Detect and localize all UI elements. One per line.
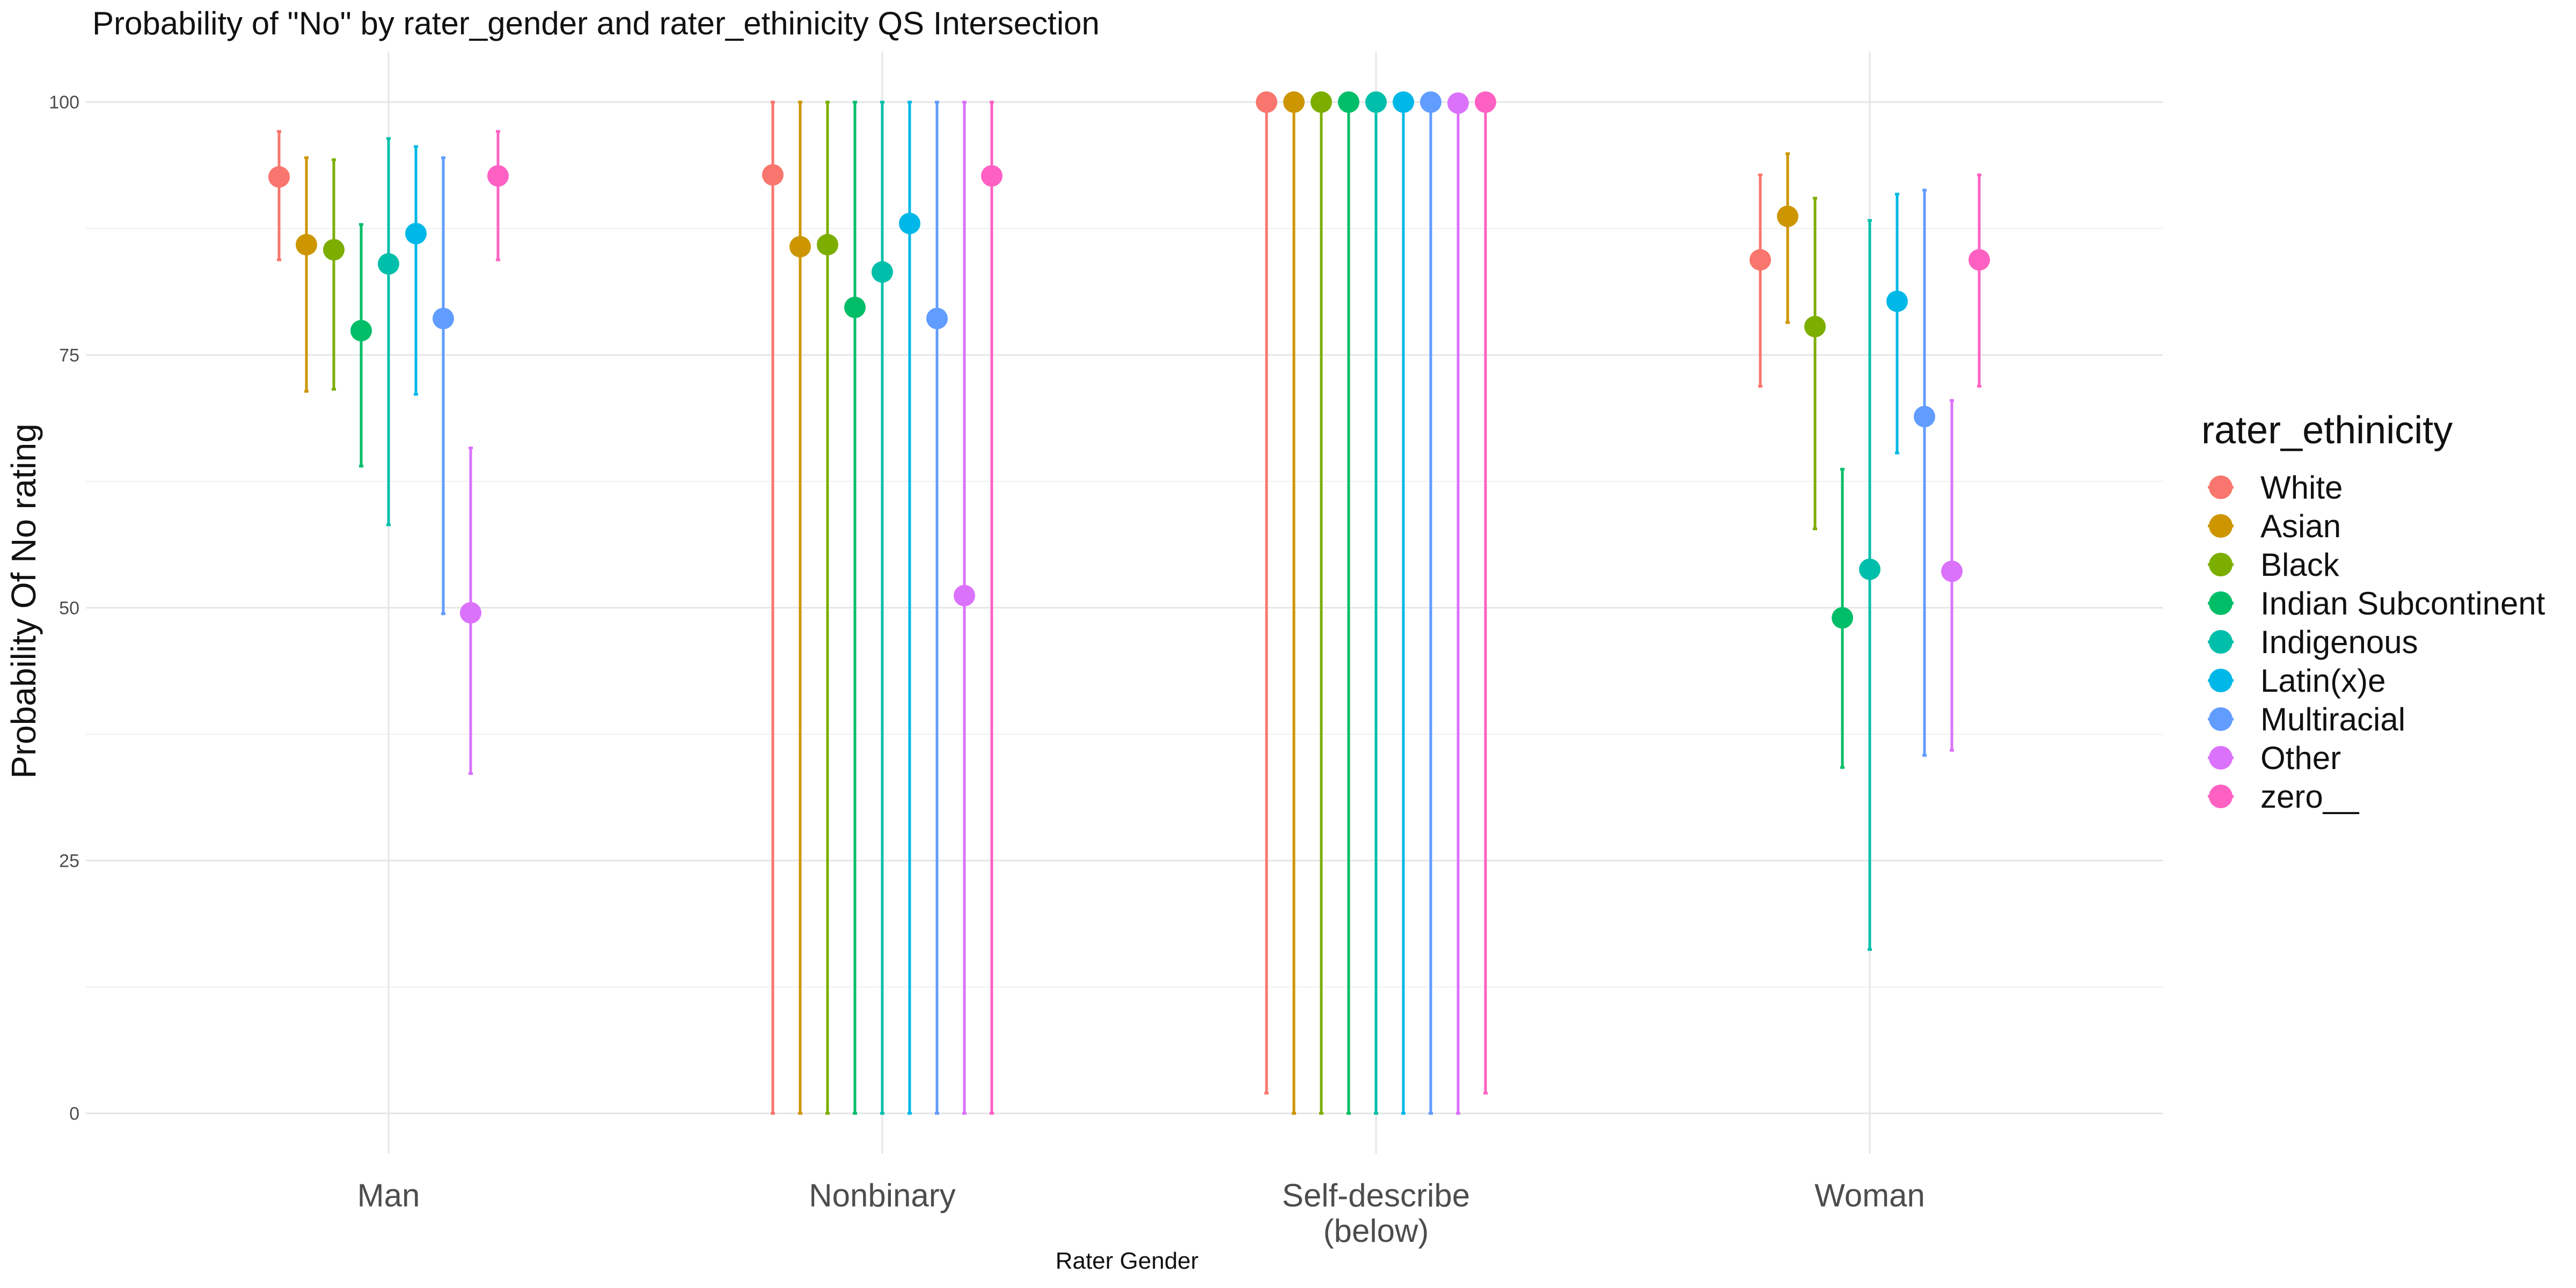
legend-key-point: [2209, 514, 2233, 538]
data-point: [460, 602, 481, 624]
legend-label: Multiracial: [2260, 701, 2405, 737]
data-point: [1338, 91, 1359, 113]
data-point: [1941, 560, 1963, 582]
legend-key-point: [2209, 553, 2233, 576]
y-tick-label: 0: [69, 1104, 79, 1124]
legend-key-point: [2209, 707, 2233, 731]
x-tick-label: Man: [357, 1177, 420, 1213]
plot-marks: [268, 91, 1990, 1115]
legend-key-point: [2209, 630, 2233, 654]
legend-key-point: [2209, 475, 2233, 499]
data-point: [762, 164, 784, 186]
data-point: [1750, 249, 1771, 271]
y-tick-label: 75: [59, 345, 79, 365]
data-point: [789, 236, 811, 258]
y-axis-ticks: 0 25 50 75 100: [49, 92, 79, 1124]
data-point: [1777, 206, 1798, 228]
y-tick-label: 50: [59, 598, 79, 618]
x-tick-label-line: Woman: [1814, 1177, 1925, 1213]
legend-key-point: [2209, 669, 2233, 692]
x-tick-label-line: Nonbinary: [809, 1177, 956, 1213]
data-point: [1859, 558, 1880, 580]
data-point: [817, 233, 838, 255]
y-axis-label: Probability Of No rating: [4, 423, 43, 779]
legend-item: Indigenous: [2208, 624, 2418, 660]
data-point: [1475, 91, 1496, 113]
y-tick-label: 25: [59, 851, 79, 872]
legend-label: Indian Subcontinent: [2260, 586, 2545, 621]
data-point: [433, 308, 454, 330]
x-tick-label-line: Man: [357, 1177, 420, 1213]
data-point: [1804, 316, 1826, 338]
legend-label: Latin(x)e: [2260, 663, 2385, 699]
grid: [86, 52, 2163, 1154]
x-tick-label-line: (below): [1323, 1213, 1429, 1249]
data-point: [323, 239, 345, 261]
data-point: [1365, 91, 1387, 113]
data-point: [926, 308, 948, 330]
legend-title: rater_ethinicity: [2201, 409, 2453, 452]
legend-item: zero__: [2208, 779, 2360, 815]
x-tick-label: Woman: [1814, 1177, 1925, 1213]
data-point: [981, 165, 1002, 187]
series-multiracial: [433, 91, 1935, 1115]
legend-key-point: [2209, 785, 2233, 808]
legend-key-point: [2209, 746, 2233, 770]
x-axis-label: Rater Gender: [1056, 1248, 1199, 1274]
data-point: [1420, 91, 1441, 113]
legend-item: Asian: [2208, 508, 2341, 544]
series-indigenous: [378, 91, 1880, 1115]
data-point: [1968, 249, 1990, 271]
legend-item: Other: [2208, 740, 2341, 776]
series-indian-subcontinent: [350, 91, 1853, 1115]
legend-label: Other: [2260, 740, 2341, 776]
legend-item: White: [2208, 470, 2343, 506]
x-tick-label: Self-describe (below): [1282, 1177, 1470, 1249]
series-latin-x-e: [405, 91, 1908, 1115]
legend-item: Indian Subcontinent: [2208, 586, 2545, 621]
data-point: [1914, 406, 1935, 428]
chart-title: Probability of "No" by rater_gender and …: [92, 5, 1100, 41]
legend-label: Indigenous: [2260, 624, 2418, 660]
series-other: [460, 92, 1963, 1115]
y-tick-label: 100: [49, 92, 79, 113]
data-point: [268, 166, 290, 188]
data-point: [296, 233, 317, 255]
x-axis-ticks: Man Nonbinary Self-describe (below) Woman: [357, 1177, 1925, 1249]
data-point: [872, 261, 893, 283]
legend-key-point: [2209, 591, 2233, 615]
data-point: [1393, 91, 1414, 113]
legend-item: Multiracial: [2208, 701, 2405, 737]
data-point: [1886, 290, 1908, 312]
x-tick-label-line: Self-describe: [1282, 1177, 1470, 1213]
legend-label: White: [2260, 470, 2343, 506]
data-point: [844, 296, 866, 318]
series-asian: [296, 91, 1798, 1115]
data-point: [1311, 91, 1332, 113]
legend-label: zero__: [2260, 779, 2360, 815]
legend-item: Latin(x)e: [2208, 663, 2385, 699]
legend-label: Black: [2260, 547, 2340, 583]
data-point: [954, 584, 975, 606]
series-black: [323, 91, 1826, 1115]
data-point: [899, 213, 920, 235]
data-point: [378, 253, 399, 275]
data-point: [1832, 607, 1853, 629]
legend-item: Black: [2208, 547, 2340, 583]
data-point: [487, 165, 509, 187]
series-white: [268, 91, 1771, 1115]
data-point: [350, 320, 372, 342]
data-point: [1283, 91, 1305, 113]
series-zero-: [487, 91, 1990, 1115]
legend-label: Asian: [2260, 508, 2341, 544]
data-point: [1447, 92, 1469, 114]
data-point: [405, 223, 427, 245]
x-tick-label: Nonbinary: [809, 1177, 956, 1213]
data-point: [1256, 91, 1277, 113]
